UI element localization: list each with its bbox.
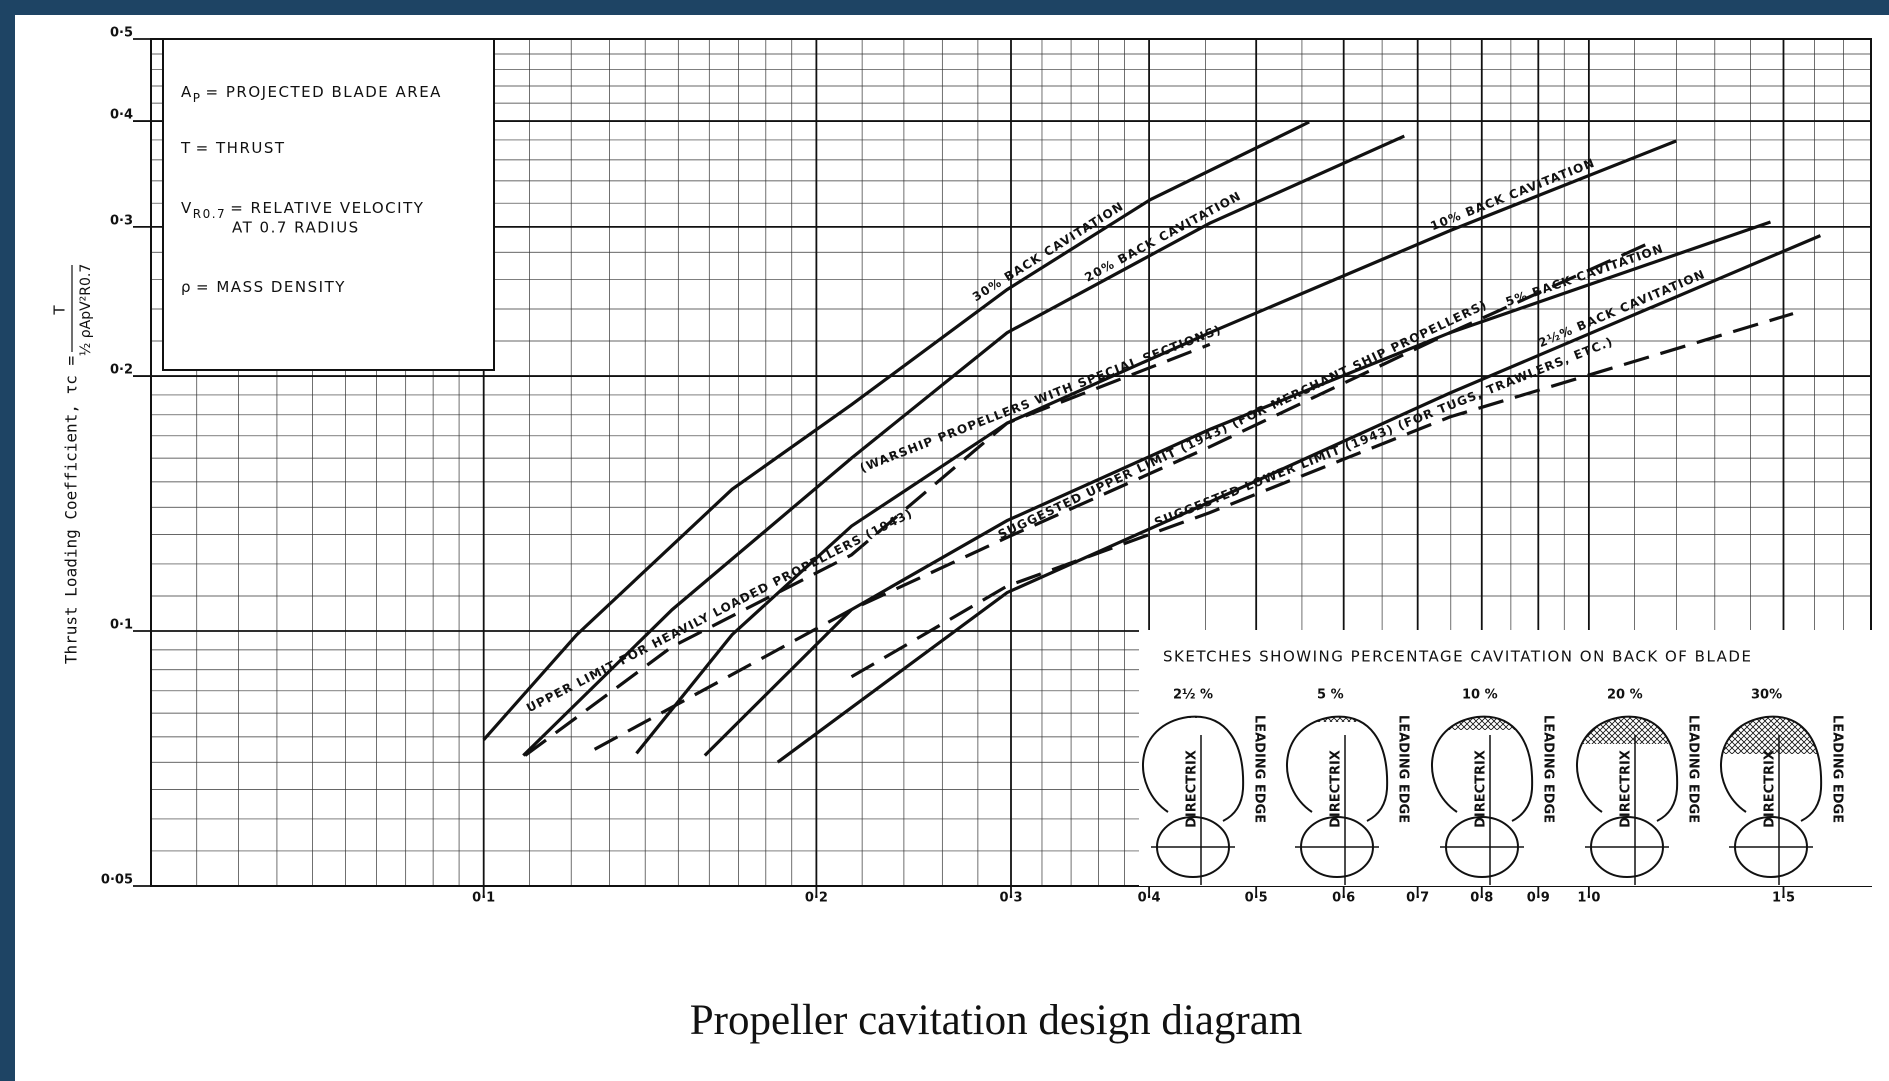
blade-sketch: 5 % DIRECTRIX LEADING EDGE [1286, 688, 1411, 885]
directrix-label: DIRECTRIX [1763, 750, 1778, 828]
series-line [703, 220, 1772, 757]
x-tick-label: 0·8 [1470, 891, 1493, 906]
blade-outline [1431, 715, 1534, 822]
sketch-label: 2½ % [1173, 688, 1213, 703]
x-tick-label: 0·1 [472, 891, 495, 906]
x-tick-label: 0·7 [1406, 891, 1429, 906]
y-tick-label: 0·4 [110, 108, 133, 123]
leading-edge-label: LEADING EDGE [1541, 715, 1556, 823]
cavitation-area [1287, 716, 1388, 722]
note-subscript: R0.7 [193, 207, 226, 221]
notes-box [162, 38, 495, 371]
leading-edge-label: LEADING EDGE [1252, 715, 1267, 823]
x-tick-label: 1·5 [1772, 891, 1795, 906]
series-line [850, 312, 1794, 679]
plot-frame [150, 38, 1872, 887]
leading-edge-label: LEADING EDGE [1830, 715, 1845, 823]
x-tick-label: 1·0 [1577, 891, 1600, 906]
series-line [482, 120, 1310, 741]
x-tick-label: 0·6 [1332, 891, 1355, 906]
y-formula-numerator: T [51, 305, 69, 316]
caption: Propeller cavitation design diagram [690, 997, 1303, 1044]
inset-title: SKETCHES SHOWING PERCENTAGE CAVITATION O… [1163, 648, 1752, 666]
sketch-label: 20 % [1607, 688, 1643, 703]
x-tick-label: 0·2 [805, 891, 828, 906]
y-tick-label: 0·2 [110, 363, 133, 378]
y-tick-label: 0·3 [110, 213, 133, 228]
inset-box [1139, 630, 1889, 886]
note-text: = MASS DENSITY [196, 278, 346, 296]
x-tick-label: 0·5 [1245, 891, 1268, 906]
series-line [522, 134, 1405, 757]
x-tick-label: 0·9 [1527, 891, 1550, 906]
note-symbol: V [181, 199, 193, 217]
note-text: = THRUST [196, 139, 286, 157]
directrix-label: DIRECTRIX [1329, 750, 1344, 828]
y-axis-label: Thrust Loading Coefficient, τc = T ½ ρApV²… [51, 264, 95, 664]
y-tick-label: 0·1 [110, 618, 133, 633]
note: ρ = MASS DENSITY [181, 278, 346, 296]
directrix-label: DIRECTRIX [1474, 750, 1489, 828]
note: T = THRUST [180, 139, 286, 157]
sketch-label: 10 % [1462, 688, 1498, 703]
sketch-label: 30% [1751, 688, 1782, 703]
note-text: = PROJECTED BLADE AREA [206, 83, 442, 101]
y-tick-label: 0·05 [101, 873, 133, 888]
directrix-label: DIRECTRIX [1185, 750, 1200, 828]
note-symbol: A [181, 83, 193, 101]
blade-sketch: 10 % DIRECTRIX LEADING EDGE [1431, 688, 1556, 885]
note-symbol: ρ [181, 278, 192, 296]
x-tick-label: 0·3 [999, 891, 1022, 906]
blade-sketch: 2½ % DIRECTRIX LEADING EDGE [1142, 688, 1267, 885]
sketch-label: 5 % [1317, 688, 1344, 703]
blade-outline [1576, 715, 1679, 822]
leading-edge-label: LEADING EDGE [1686, 715, 1701, 823]
y-tick-label: 0·5 [110, 26, 133, 41]
note: AP = PROJECTED BLADE AREA [181, 83, 442, 105]
note-subscript: P [193, 91, 202, 105]
directrix-label: DIRECTRIX [1619, 750, 1634, 828]
y-formula-denominator: ½ ρApV²R0.7 [78, 264, 94, 357]
series-line [776, 234, 1822, 764]
note-text: = RELATIVE VELOCITY [230, 199, 424, 217]
series-line [524, 342, 1211, 757]
note: VR0.7 = RELATIVE VELOCITY [181, 199, 424, 221]
note-text-2: AT 0.7 RADIUS [232, 219, 360, 237]
blade-outline [1142, 715, 1245, 822]
leading-edge-label: LEADING EDGE [1396, 715, 1411, 823]
y-axis-title: Thrust Loading Coefficient, τc = [62, 356, 81, 664]
blade-outline [1720, 715, 1823, 822]
x-tick-label: 0·4 [1138, 891, 1161, 906]
note-symbol: T [180, 139, 192, 157]
blade-outline [1286, 715, 1389, 822]
series-line [593, 240, 1653, 751]
